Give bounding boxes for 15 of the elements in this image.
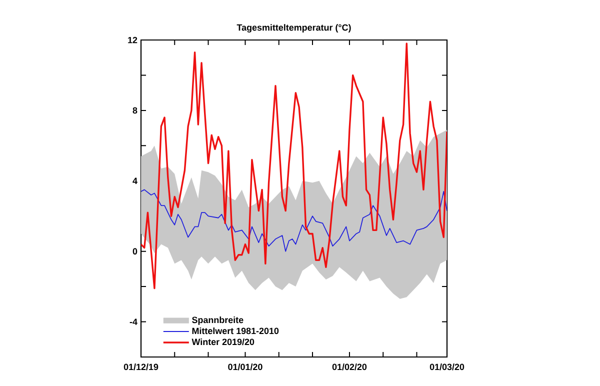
x-tick-label: 01/02/20 (332, 364, 367, 370)
x-tick-label: 01/12/19 (124, 364, 158, 370)
line-series (141, 42, 448, 290)
x-tick-label: 01/01/20 (228, 364, 262, 370)
y-tick-label: 4 (132, 178, 138, 184)
legend-label: Winter 2019/20 (192, 338, 254, 346)
y-tick-label: 12 (128, 36, 138, 44)
legend-label: Spannbreite (192, 316, 244, 325)
legend-label: Mittelwert 1981-2010 (192, 328, 279, 334)
chart-title: Tagesmitteltemperatur (°C) (236, 24, 351, 33)
y-tick-label: 8 (132, 107, 138, 114)
x-tick-label: 01/03/20 (430, 364, 464, 370)
y-tick-label: -4 (130, 318, 138, 325)
line-series (141, 189, 448, 252)
y-tick-label: 0 (132, 248, 138, 255)
